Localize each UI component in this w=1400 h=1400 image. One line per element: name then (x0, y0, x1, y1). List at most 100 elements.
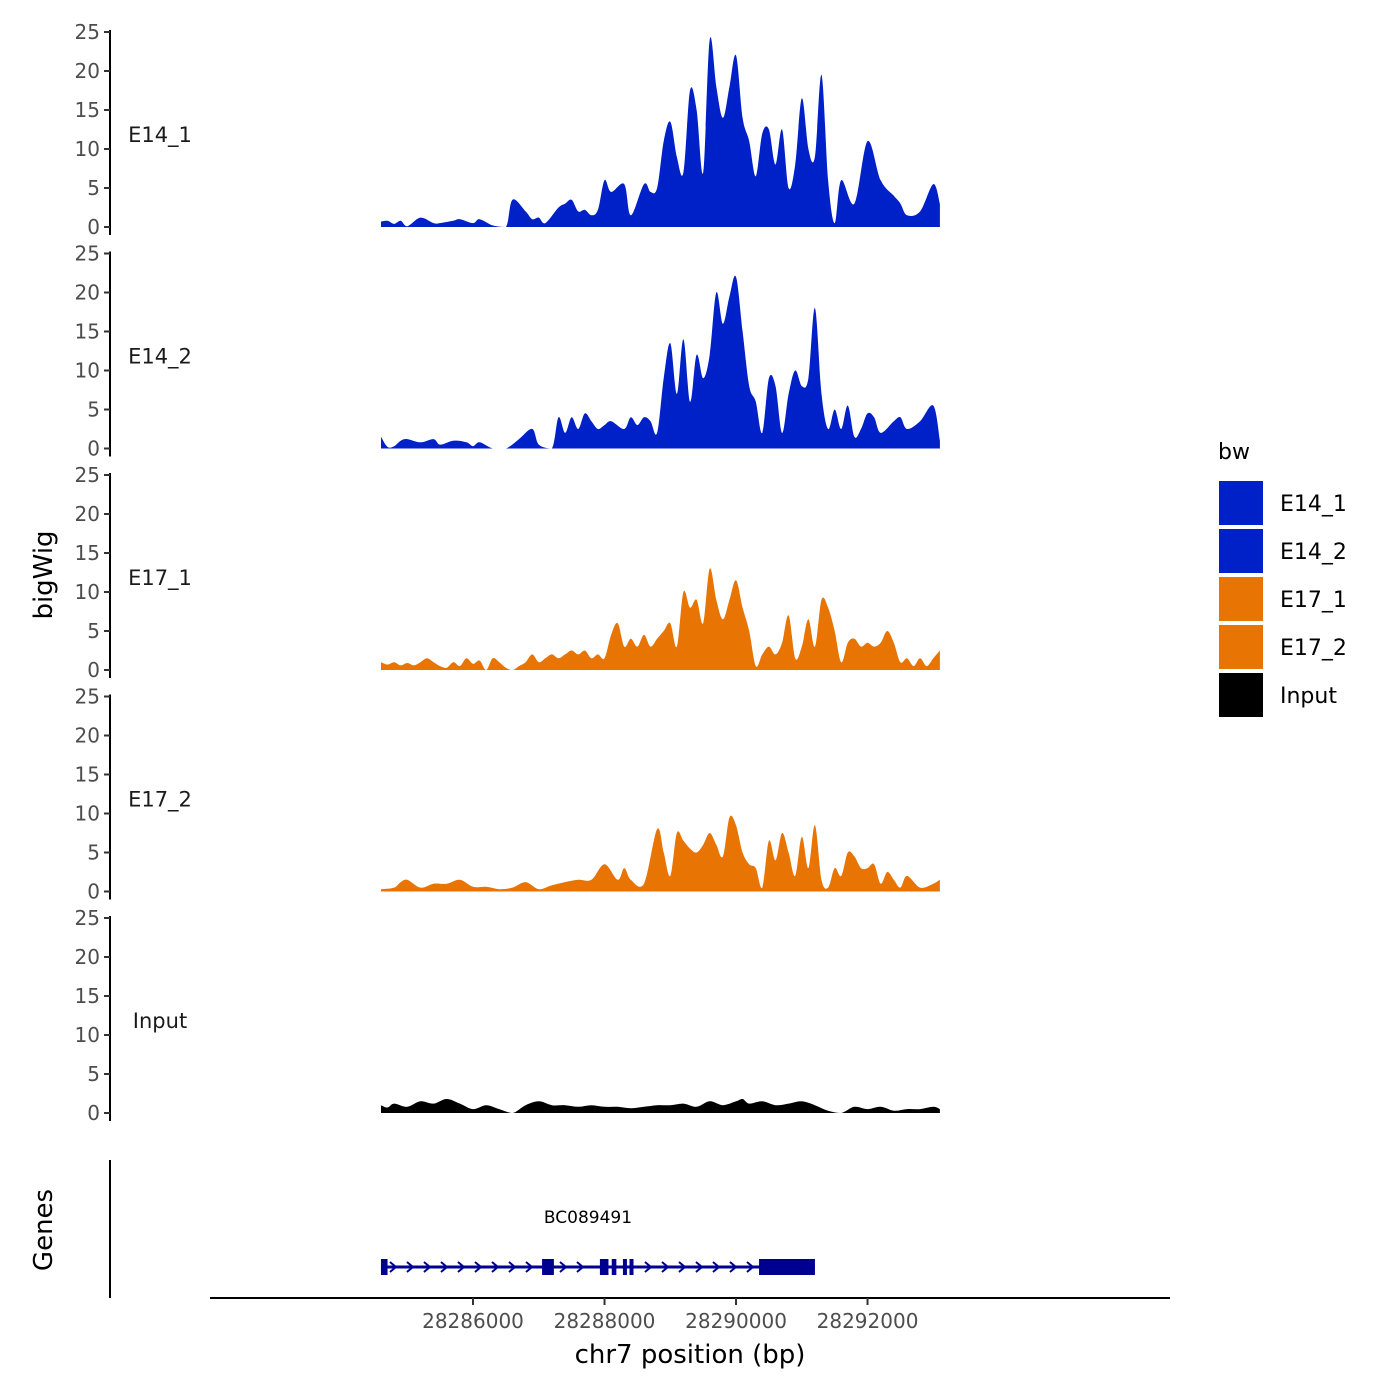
track-label: E14_1 (128, 123, 192, 148)
strand-arrow (474, 1261, 483, 1273)
strand-arrow (661, 1261, 670, 1273)
legend-swatch (1219, 577, 1263, 621)
y-tick-label: 10 (75, 1023, 100, 1047)
legend-label: E17_1 (1280, 588, 1347, 613)
y-tick-label: 0 (87, 1101, 100, 1125)
legend-label: E17_2 (1280, 636, 1347, 661)
strand-arrow (644, 1261, 653, 1273)
legend-swatch (1219, 529, 1263, 573)
track-label: E17_1 (128, 566, 192, 591)
y-tick-label: 5 (87, 619, 100, 643)
x-tick-label: 28286000 (422, 1309, 524, 1333)
y-tick-label: 15 (75, 541, 100, 565)
strand-arrow (559, 1261, 568, 1273)
strand-arrow (423, 1261, 432, 1273)
y-tick-label: 15 (75, 984, 100, 1008)
track-e14-1: 0 5 10 15 20 25 E14_1 (75, 20, 940, 239)
strand-arrow (491, 1261, 500, 1273)
strand-arrow (508, 1261, 517, 1273)
exon-block (622, 1259, 627, 1275)
track-label: E17_2 (128, 788, 192, 813)
exon-block (542, 1259, 554, 1275)
x-tick-label: 28290000 (685, 1309, 787, 1333)
gene-model: BC089491 (380, 1208, 815, 1275)
legend-item-input: Input (1219, 673, 1337, 717)
exon-block (380, 1259, 388, 1275)
y-tick-label: 5 (87, 841, 100, 865)
y-tick-label: 25 (75, 685, 100, 709)
strand-arrow (695, 1261, 704, 1273)
exon-block (759, 1259, 815, 1275)
legend-item-e17-1: E17_1 (1219, 577, 1347, 621)
strand-arrow (440, 1261, 449, 1273)
legend-swatch (1219, 673, 1263, 717)
strand-arrow (729, 1261, 738, 1273)
y-tick-label: 0 (87, 215, 100, 239)
y-tick-label: 20 (75, 502, 100, 526)
strand-arrow (406, 1261, 415, 1273)
track-e17-2: 0 5 10 15 20 25 E17_2 (75, 685, 940, 904)
exon-block (611, 1259, 617, 1275)
y-tick-label: 20 (75, 724, 100, 748)
y-tick-label: 25 (75, 20, 100, 44)
legend: bw E14_1 E14_2 E17_1 E17_2 Input (1218, 440, 1347, 717)
legend-label: Input (1280, 684, 1337, 709)
exon-block (599, 1259, 609, 1275)
y-tick-label: 10 (75, 359, 100, 383)
y-tick-label: 15 (75, 763, 100, 787)
y-tick-label: 0 (87, 658, 100, 682)
track-e17-1: 0 5 10 15 20 25 E17_1 (75, 463, 940, 682)
track-label: E14_2 (128, 345, 192, 370)
strand-arrow (525, 1261, 534, 1273)
exon-block (629, 1259, 634, 1275)
y-tick-label: 15 (75, 98, 100, 122)
y-tick-label: 25 (75, 906, 100, 930)
y-tick-label: 15 (75, 320, 100, 344)
strand-arrow (712, 1261, 721, 1273)
legend-title: bw (1218, 440, 1250, 465)
y-tick-label: 10 (75, 137, 100, 161)
strand-arrow (746, 1261, 755, 1273)
legend-label: E14_2 (1280, 540, 1347, 565)
track-label: Input (133, 1009, 187, 1033)
coverage-area-e14-1 (381, 37, 940, 227)
gene-name-label: BC089491 (544, 1208, 632, 1228)
y-tick-label: 20 (75, 281, 100, 305)
y-tick-label: 5 (87, 176, 100, 200)
legend-swatch (1219, 481, 1263, 525)
y-axis-title-genes: Genes (29, 1189, 59, 1271)
coverage-area-e14-2 (381, 275, 940, 449)
gene-track: BC089491 (109, 1160, 815, 1298)
track-e14-2: 0 5 10 15 20 25 E14_2 (75, 242, 940, 461)
x-axis: 28286000 28288000 28290000 28292000 (210, 1297, 1170, 1333)
y-tick-label: 5 (87, 1062, 100, 1086)
x-tick-label: 28292000 (817, 1309, 919, 1333)
coverage-area-input (381, 1098, 940, 1113)
legend-item-e14-1: E14_1 (1219, 481, 1347, 525)
strand-arrow (678, 1261, 687, 1273)
y-tick-label: 25 (75, 242, 100, 266)
legend-item-e17-2: E17_2 (1219, 625, 1347, 669)
y-tick-label: 25 (75, 463, 100, 487)
strand-arrow (576, 1261, 585, 1273)
y-tick-label: 20 (75, 59, 100, 83)
y-tick-label: 0 (87, 437, 100, 461)
coverage-area-e17-1 (381, 568, 940, 670)
y-tick-label: 10 (75, 580, 100, 604)
track-input: 0 5 10 15 20 25 Input (75, 906, 940, 1125)
y-tick-label: 20 (75, 945, 100, 969)
legend-item-e14-2: E14_2 (1219, 529, 1347, 573)
coverage-area-e17-2 (381, 815, 940, 892)
x-axis-title: chr7 position (bp) (575, 1340, 806, 1370)
y-tick-label: 0 (87, 880, 100, 904)
strand-arrow (389, 1261, 398, 1273)
strand-arrow (457, 1261, 466, 1273)
signal-tracks: 0 5 10 15 20 25 E14_1 0 5 10 15 20 25 E14_2 0 5 10 15 20 25… (75, 20, 940, 1125)
legend-label: E14_1 (1280, 492, 1347, 517)
legend-swatch (1219, 625, 1263, 669)
y-tick-label: 10 (75, 802, 100, 826)
x-tick-label: 28288000 (554, 1309, 656, 1333)
y-axis-title-bigwig: bigWig (29, 530, 59, 619)
y-tick-label: 5 (87, 398, 100, 422)
